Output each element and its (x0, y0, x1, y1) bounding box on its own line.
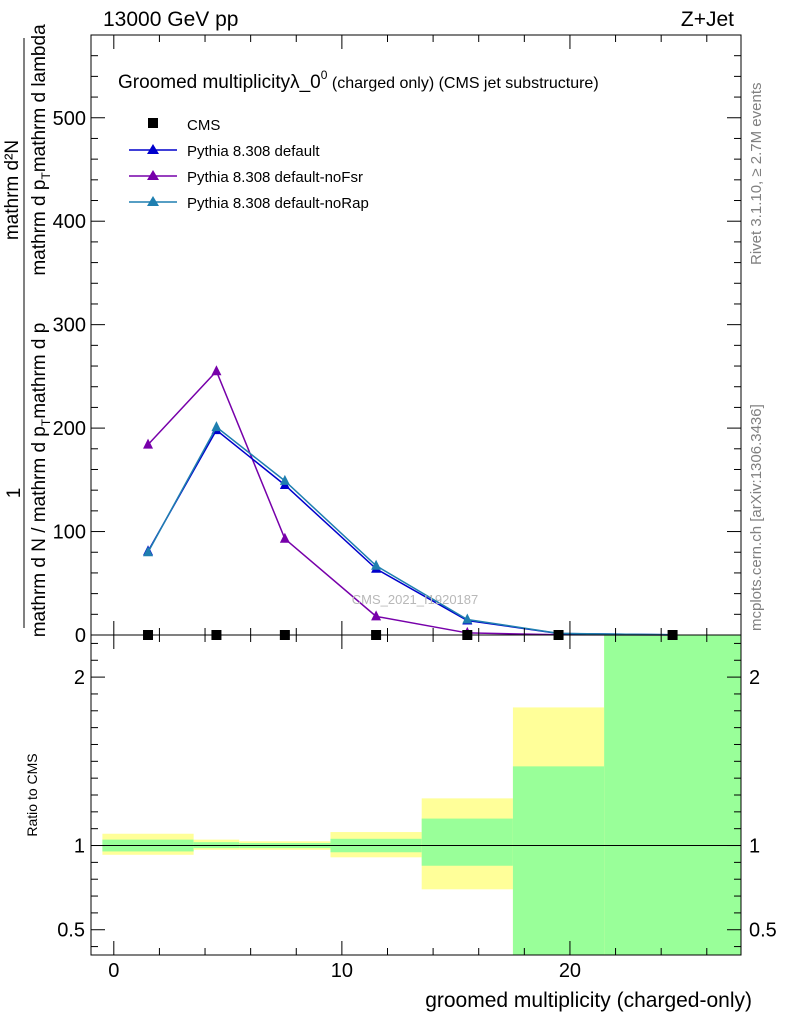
series-2-point-1 (211, 365, 222, 376)
header-energy-label: 13000 GeV pp (103, 8, 239, 31)
chart-title-sup: 0 (321, 68, 328, 82)
ratio-xtick-label-20: 20 (559, 960, 581, 982)
ratio-xlabel: groomed multiplicity (charged-only) (425, 989, 752, 1012)
main-ytick-label-100: 100 (53, 522, 86, 544)
main-ytick-label-0: 0 (75, 625, 86, 647)
rivet-version-label: Rivet 3.1.10, ≥ 2.7M events (748, 83, 765, 266)
series-3-point-2 (279, 474, 290, 485)
ratio-ytick-label-right-0: 0.5 (749, 920, 777, 942)
legend-nofsr-label: Pythia 8.308 default-noFsr (187, 169, 363, 186)
chart-title: Groomed multiplicityλ_00 (charged only) … (118, 68, 599, 93)
series-2-point-2 (279, 532, 290, 543)
series-2-point-0 (143, 438, 154, 449)
legend-cms-label: CMS (187, 117, 220, 134)
legend-default-marker (147, 144, 159, 154)
main-ylabel-numerator: 1 (4, 488, 25, 499)
main-ylabel-den-part2: mathrm d p (29, 323, 50, 419)
mcplots-label: mcplots.cern.ch [arXiv:1306.3436] (748, 404, 765, 631)
main-ylabel-den-part1: mathrm d N / mathrm d p (29, 426, 50, 637)
ratio-band-green-4 (421, 818, 513, 866)
ratio-ytick-label-right-2: 2 (749, 667, 760, 689)
legend: CMS Pythia 8.308 default Pythia 8.308 de… (129, 117, 369, 212)
ratio-ytick-label-left-2: 2 (74, 667, 85, 689)
ratio-ylabel: Ratio to CMS (24, 753, 40, 836)
series-3-point-1 (211, 421, 222, 432)
main-ylabel-top-part1: mathrm d p (29, 180, 50, 276)
ratio-ytick-label-right-1: 1 (749, 836, 760, 858)
main-ylabel-top-part2: mathrm d lambda (29, 24, 50, 172)
chart-title-suffix: (charged only) (CMS jet substructure) (327, 75, 598, 92)
ratio-band-green-6 (604, 635, 741, 955)
series-3-point-3 (371, 559, 382, 570)
legend-default-label: Pythia 8.308 default (187, 143, 320, 160)
main-ytick-label-400: 400 (53, 211, 86, 233)
series-2-point-3 (371, 610, 382, 621)
header-process-label: Z+Jet (680, 8, 734, 31)
main-ytick-label-200: 200 (53, 418, 86, 440)
axis-ticks (91, 35, 741, 955)
main-ytick-label-500: 500 (53, 108, 86, 130)
series-3-point-0 (143, 546, 154, 557)
ratio-ytick-label-left-0: 0.5 (57, 920, 85, 942)
ratio-ytick-label-left-1: 1 (74, 836, 85, 858)
ratio-xtick-label-0: 0 (108, 960, 119, 982)
legend-nofsr-marker (147, 170, 159, 180)
main-ylabel: 1 mathrm d²N mathrm d pTmathrm d lambda … (2, 24, 53, 637)
main-ylabel-denominator: mathrm d N / mathrm d pTmathrm d p (29, 323, 53, 638)
ratio-bands (102, 635, 741, 955)
analysis-watermark: CMS_2021_I1920187 (352, 592, 479, 607)
main-ylabel-top-sub1: T (39, 172, 53, 180)
series-3-point-4 (462, 613, 473, 624)
main-ytick-label-300: 300 (53, 315, 86, 337)
ratio-band-green-5 (512, 766, 605, 955)
legend-norap-label: Pythia 8.308 default-noRap (187, 195, 369, 212)
chart-title-main: Groomed multiplicityλ_0 (118, 72, 321, 93)
ratio-xtick-label-10: 10 (331, 960, 353, 982)
main-ylabel-dn: mathrm d²N (2, 140, 23, 240)
axis-tick-labels: 0 100 200 300 400 500 0 10 20 0.5 0.5 1 1 2 2 (53, 108, 777, 982)
main-ylabel-top: mathrm d pTmathrm d lambda (29, 24, 53, 276)
legend-norap-marker (147, 196, 159, 206)
main-ylabel-den-sub1: T (39, 418, 53, 426)
legend-cms-marker (148, 118, 158, 128)
